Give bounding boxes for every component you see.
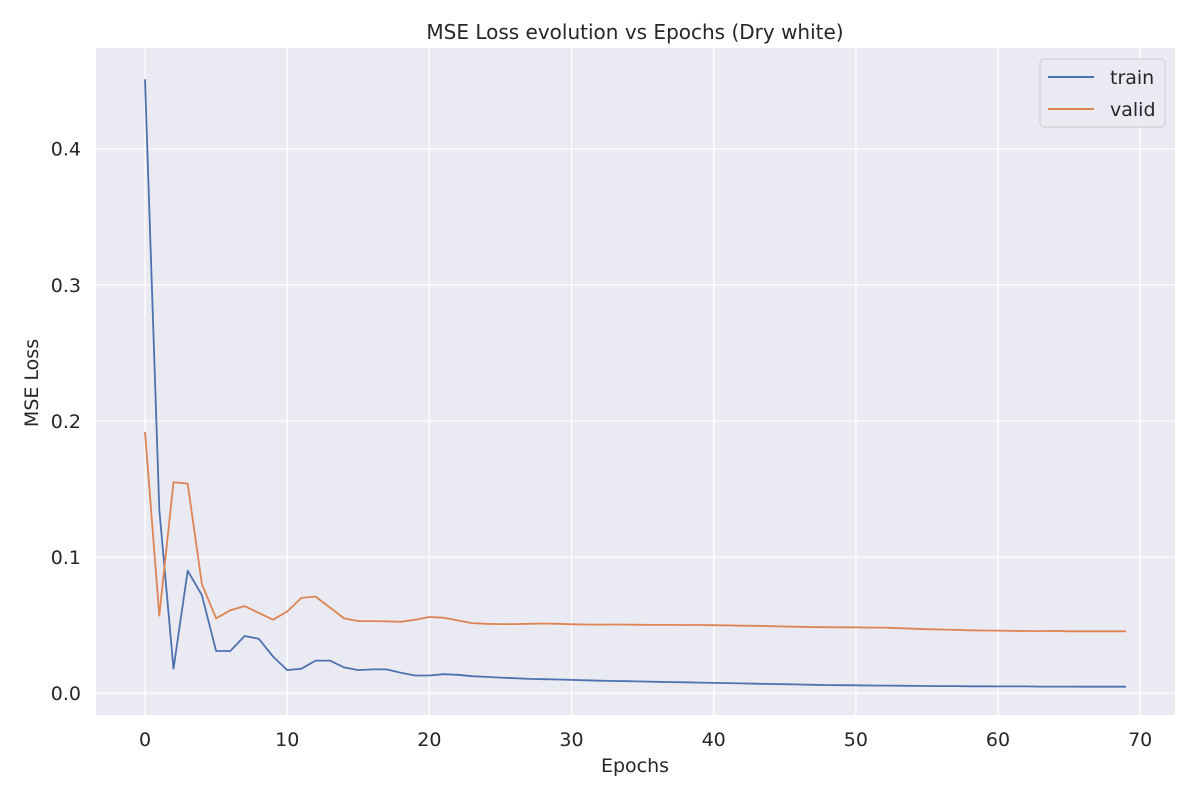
y-tick-label: 0.4 xyxy=(51,139,81,161)
series-line-train xyxy=(144,79,1126,688)
x-tick-label: 20 xyxy=(417,729,441,751)
y-tick-label: 0.0 xyxy=(51,683,81,705)
legend-label-train: train xyxy=(1110,67,1154,89)
y-tick-label: 0.3 xyxy=(51,275,81,297)
series-line-valid xyxy=(144,431,1126,633)
y-axis-ticks: 0.0 0.1 0.2 0.3 0.4 xyxy=(51,139,81,705)
x-axis-ticks: 0 10 20 30 40 50 60 70 xyxy=(139,729,1152,751)
grid xyxy=(96,48,1175,715)
y-axis-label: MSE Loss xyxy=(21,339,43,427)
x-tick-label: 70 xyxy=(1128,729,1152,751)
legend: train valid xyxy=(1039,58,1166,128)
x-tick-label: 60 xyxy=(986,729,1010,751)
legend-label-valid: valid xyxy=(1110,99,1156,121)
x-tick-label: 10 xyxy=(275,729,299,751)
x-tick-label: 40 xyxy=(702,729,726,751)
plot-background xyxy=(96,48,1175,715)
series-lines xyxy=(144,79,1126,688)
x-axis-label: Epochs xyxy=(601,755,669,777)
x-tick-label: 50 xyxy=(844,729,868,751)
y-tick-label: 0.2 xyxy=(51,411,81,433)
x-tick-label: 0 xyxy=(139,729,151,751)
x-tick-label: 30 xyxy=(559,729,583,751)
chart-title: MSE Loss evolution vs Epochs (Dry white) xyxy=(426,20,843,44)
y-tick-label: 0.1 xyxy=(51,547,81,569)
